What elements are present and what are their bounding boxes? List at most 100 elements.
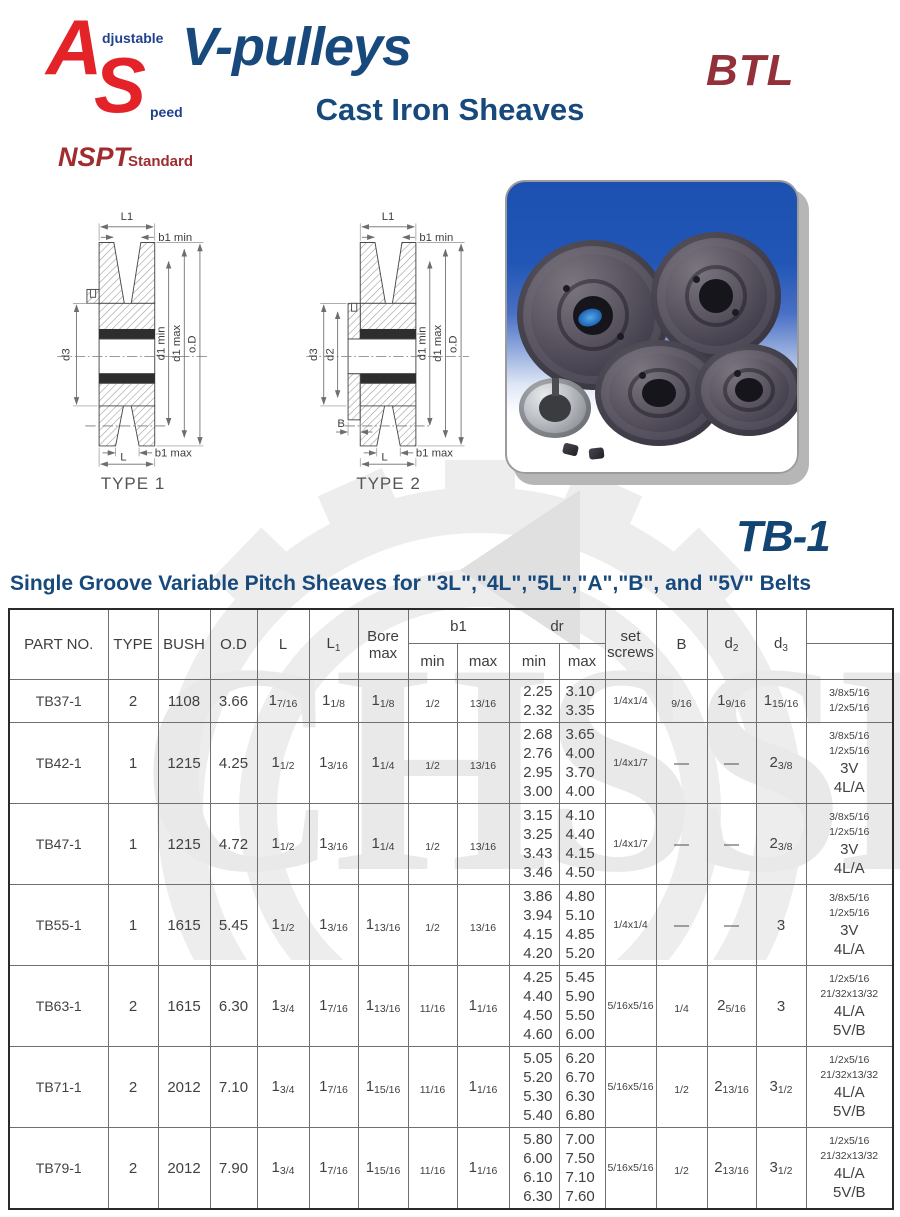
cell-dr-max: 4.10 4.40 4.15 4.50 [558,803,606,885]
cell-od: 4.25 [209,722,258,804]
col-header-belts-empty2 [805,643,894,680]
col-header-part: PART NO. [8,608,109,680]
cell-l1: 17/16 [308,1127,359,1210]
cell-set-screws: 1/4x1/4 [604,679,657,723]
cell-b1-min: 11/16 [407,1127,458,1210]
cell-d2: 213/16 [706,1046,757,1128]
col-header-d3: d3 [755,608,807,680]
page-subtitle: Cast Iron Sheaves [315,92,585,127]
cell-belts: 1/2x5/16 21/32x13/32 4L/A 5V/B [805,1127,894,1210]
page-title: V-pulleys [182,17,412,77]
dim-label-L1: L1 [382,211,395,223]
cell-d2: — [706,803,757,885]
table-row: TB63-1 2 1615 6.30 13/4 17/16 113/16 11/16 11/16… [8,965,894,1047]
dim-label-d1max: d1 max [171,324,183,361]
cell-d2: 213/16 [706,1127,757,1210]
cell-bush: 1615 [157,965,211,1047]
cell-b1-min: 11/16 [407,965,458,1047]
cell-b1-max: 13/16 [456,722,510,804]
cell-d3: 31/2 [755,1046,807,1128]
cell-belts: 3/8x5/16 1/2x5/16 3V 4L/A [805,722,894,804]
cell-b: 9/16 [655,679,708,723]
type2-caption: TYPE 2 [356,474,421,493]
model-code: TB-1 [736,512,831,561]
dim-label-d2: d2 [324,348,336,361]
cell-b: — [655,884,708,966]
cell-dr-min: 3.15 3.25 3.43 3.46 [508,803,560,885]
type1-drawing: L1 b1 min d3 d1 min d1 max o.D b1 max L [38,206,228,494]
cell-bore-max: 113/16 [357,884,409,966]
table-row: TB42-1 1 1215 4.25 11/2 13/16 11/4 1/2 13/16 2.68… [8,722,894,804]
cell-b1-max: 11/16 [456,1127,510,1210]
cell-part-no: TB63-1 [8,965,109,1047]
cell-l: 11/2 [256,722,310,804]
col-header-l1: L1 [308,608,359,680]
cell-l: 11/2 [256,803,310,885]
pulley-image-bottom-right [695,344,797,436]
cell-bush: 1215 [157,722,211,804]
brand-label: BTL [706,46,795,95]
cell-dr-max: 5.45 5.90 5.50 6.00 [558,965,606,1047]
cell-belts: 1/2x5/16 21/32x13/32 4L/A 5V/B [805,1046,894,1128]
col-header-b1-min: min [407,643,458,680]
col-header-dr-max: max [558,643,606,680]
cell-d3: 3 [755,965,807,1047]
cell-bush: 2012 [157,1046,211,1128]
standard-suffix-label: Standard [128,153,194,170]
cell-dr-min: 4.25 4.40 4.50 4.60 [508,965,560,1047]
cell-b: 1/2 [655,1127,708,1210]
cell-d3: 31/2 [755,1127,807,1210]
table-row: TB37-1 2 1108 3.66 17/16 11/8 11/8 1/2 13/16 2.25… [8,679,894,723]
cell-l1: 13/16 [308,803,359,885]
cell-b1-min: 1/2 [407,803,458,885]
cell-set-screws: 5/16x5/16 [604,1127,657,1210]
set-screw-image [588,447,605,460]
cell-dr-min: 5.05 5.20 5.30 5.40 [508,1046,560,1128]
cell-type: 2 [107,1127,159,1210]
cell-type: 1 [107,884,159,966]
cell-od: 4.72 [209,803,258,885]
standard-label: NSPT [58,142,131,172]
cell-od: 3.66 [209,679,258,723]
table-row: TB71-1 2 2012 7.10 13/4 17/16 115/16 11/16 11/16… [8,1046,894,1128]
cell-b1-min: 1/2 [407,679,458,723]
col-header-dr-min: min [508,643,560,680]
type2-drawing: L1 b1 min d3 d2 d1 min d1 max o.D B [286,206,491,494]
table-row: TB79-1 2 2012 7.90 13/4 17/16 115/16 11/16 11/16… [8,1127,894,1210]
cell-bore-max: 11/4 [357,722,409,804]
cell-b: — [655,722,708,804]
dim-label-B: B [337,418,345,430]
cell-b1-min: 11/16 [407,1046,458,1128]
dim-label-oD: o.D [448,335,460,353]
cell-d2: 19/16 [706,679,757,723]
cell-l: 13/4 [256,965,310,1047]
logo-letter-a: A [46,3,103,91]
dim-label-b1min: b1 min [419,232,453,244]
cell-part-no: TB79-1 [8,1127,109,1210]
pulley-image-right [651,232,781,360]
cell-part-no: TB55-1 [8,884,109,966]
cell-od: 6.30 [209,965,258,1047]
cell-dr-max: 7.00 7.50 7.10 7.60 [558,1127,606,1210]
col-header-d2: d2 [706,608,757,680]
cell-od: 5.45 [209,884,258,966]
cell-l: 17/16 [256,679,310,723]
col-header-type: TYPE [107,608,159,680]
sheave-table: PART NO. TYPE BUSH O.D L L1 Bore max b1 d… [8,608,894,1210]
cell-bore-max: 113/16 [357,965,409,1047]
dim-label-d3: d3 [308,348,320,361]
cell-type: 1 [107,722,159,804]
dim-label-b1max: b1 max [155,447,192,459]
cell-l1: 11/8 [308,679,359,723]
cell-od: 7.90 [209,1127,258,1210]
cell-belts: 1/2x5/16 21/32x13/32 4L/A 5V/B [805,965,894,1047]
dim-label-d1min: d1 min [155,326,167,360]
cell-dr-min: 2.68 2.76 2.95 3.00 [508,722,560,804]
table-row: TB55-1 1 1615 5.45 11/2 13/16 113/16 1/2 13/16 3.… [8,884,894,966]
cell-l1: 13/16 [308,722,359,804]
sheave-table-body: TB37-1 2 1108 3.66 17/16 11/8 11/8 1/2 13/16 2.25… [8,679,894,1210]
cell-bush: 1215 [157,803,211,885]
cell-l1: 13/16 [308,884,359,966]
type1-caption: TYPE 1 [100,474,166,493]
cell-d3: 23/8 [755,722,807,804]
